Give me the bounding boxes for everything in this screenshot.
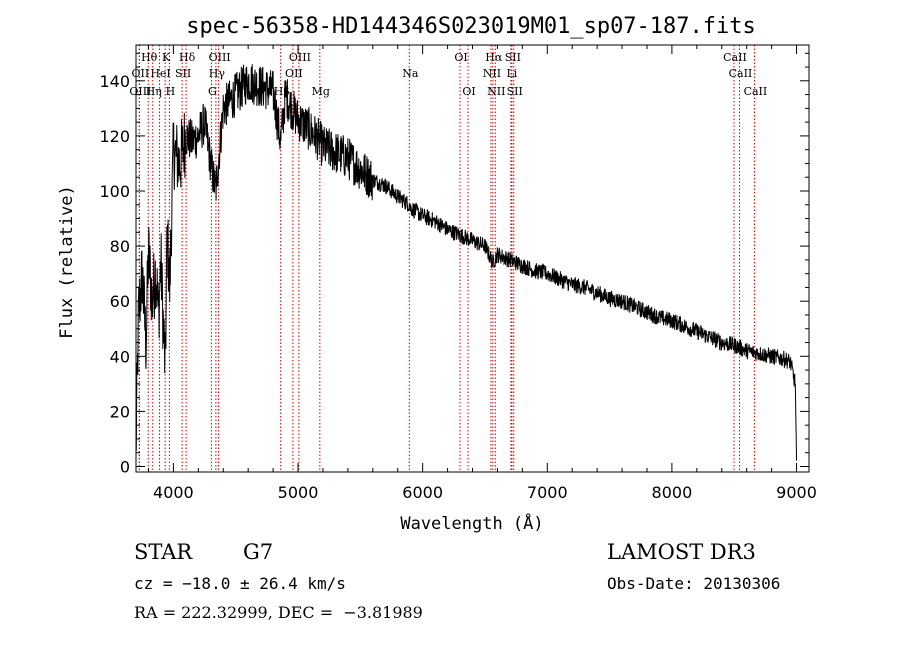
observation-date: Obs-Date: 20130306 <box>607 574 781 593</box>
marker-label: Hθ <box>141 51 158 64</box>
marker-label: OII <box>132 67 150 80</box>
marker-label: Li <box>506 67 517 80</box>
y-tick-label: 0 <box>120 457 130 476</box>
x-tick-label: 7000 <box>527 483 568 502</box>
y-tick-label: 100 <box>99 182 130 201</box>
y-tick-label: 140 <box>99 72 130 91</box>
marker-label: NII <box>487 85 505 98</box>
marker-label: HeI <box>150 67 170 80</box>
marker-label: OIII <box>209 51 231 64</box>
marker-label: H <box>166 85 176 98</box>
marker-label: NII <box>483 67 501 80</box>
y-tick-label: 60 <box>110 292 130 311</box>
marker-label: G <box>208 85 217 98</box>
plot-frame <box>135 44 810 473</box>
marker-label: CaII <box>723 51 747 64</box>
y-axis: 0 20 40 60 80 100 120 140 <box>99 52 809 476</box>
y-tick-label: 20 <box>110 402 130 421</box>
marker-label: SII <box>507 85 523 98</box>
marker-label: Hη <box>146 85 162 98</box>
spectrum-line <box>135 64 797 461</box>
survey-name: LAMOST DR3 <box>607 540 756 564</box>
marker-label: Mg <box>312 85 330 98</box>
marker-label: OI <box>462 85 475 98</box>
chart-title: spec-56358-HD144346S023019M01_sp07-187.f… <box>186 14 756 39</box>
marker-label: Na <box>402 67 419 80</box>
redshift-value: cz = −18.0 ± 26.4 km/s <box>134 574 346 593</box>
y-tick-label: 40 <box>110 347 130 366</box>
x-axis: 4000 5000 6000 7000 8000 9000 <box>147 45 817 502</box>
x-tick-label: 9000 <box>776 483 817 502</box>
x-tick-label: 6000 <box>402 483 443 502</box>
marker-label: CaII <box>729 67 753 80</box>
y-tick-label: 80 <box>110 237 130 256</box>
marker-label: OIII <box>129 85 151 98</box>
x-tick-label: 5000 <box>278 483 319 502</box>
coordinates: RA = 222.32999, DEC = −3.81989 <box>134 603 423 622</box>
x-tick-label: 4000 <box>153 483 194 502</box>
object-type: STAR <box>134 540 193 564</box>
y-tick-label: 120 <box>99 127 130 146</box>
y-axis-label: Flux (relative) <box>57 185 77 339</box>
marker-label: Hα <box>485 51 503 64</box>
spectral-subclass: G7 <box>243 540 274 564</box>
marker-label: OI <box>454 51 467 64</box>
marker-label: OIII <box>289 51 311 64</box>
marker-label: OII <box>285 67 303 80</box>
marker-label: Hγ <box>209 67 226 80</box>
marker-label: Hδ <box>179 51 196 64</box>
marker-label: CaII <box>744 85 768 98</box>
marker-label: SII <box>505 51 521 64</box>
x-tick-label: 8000 <box>652 483 693 502</box>
x-axis-label: Wavelength (Å) <box>400 512 543 534</box>
marker-label: SII <box>175 67 191 80</box>
marker-label: K <box>162 51 171 64</box>
